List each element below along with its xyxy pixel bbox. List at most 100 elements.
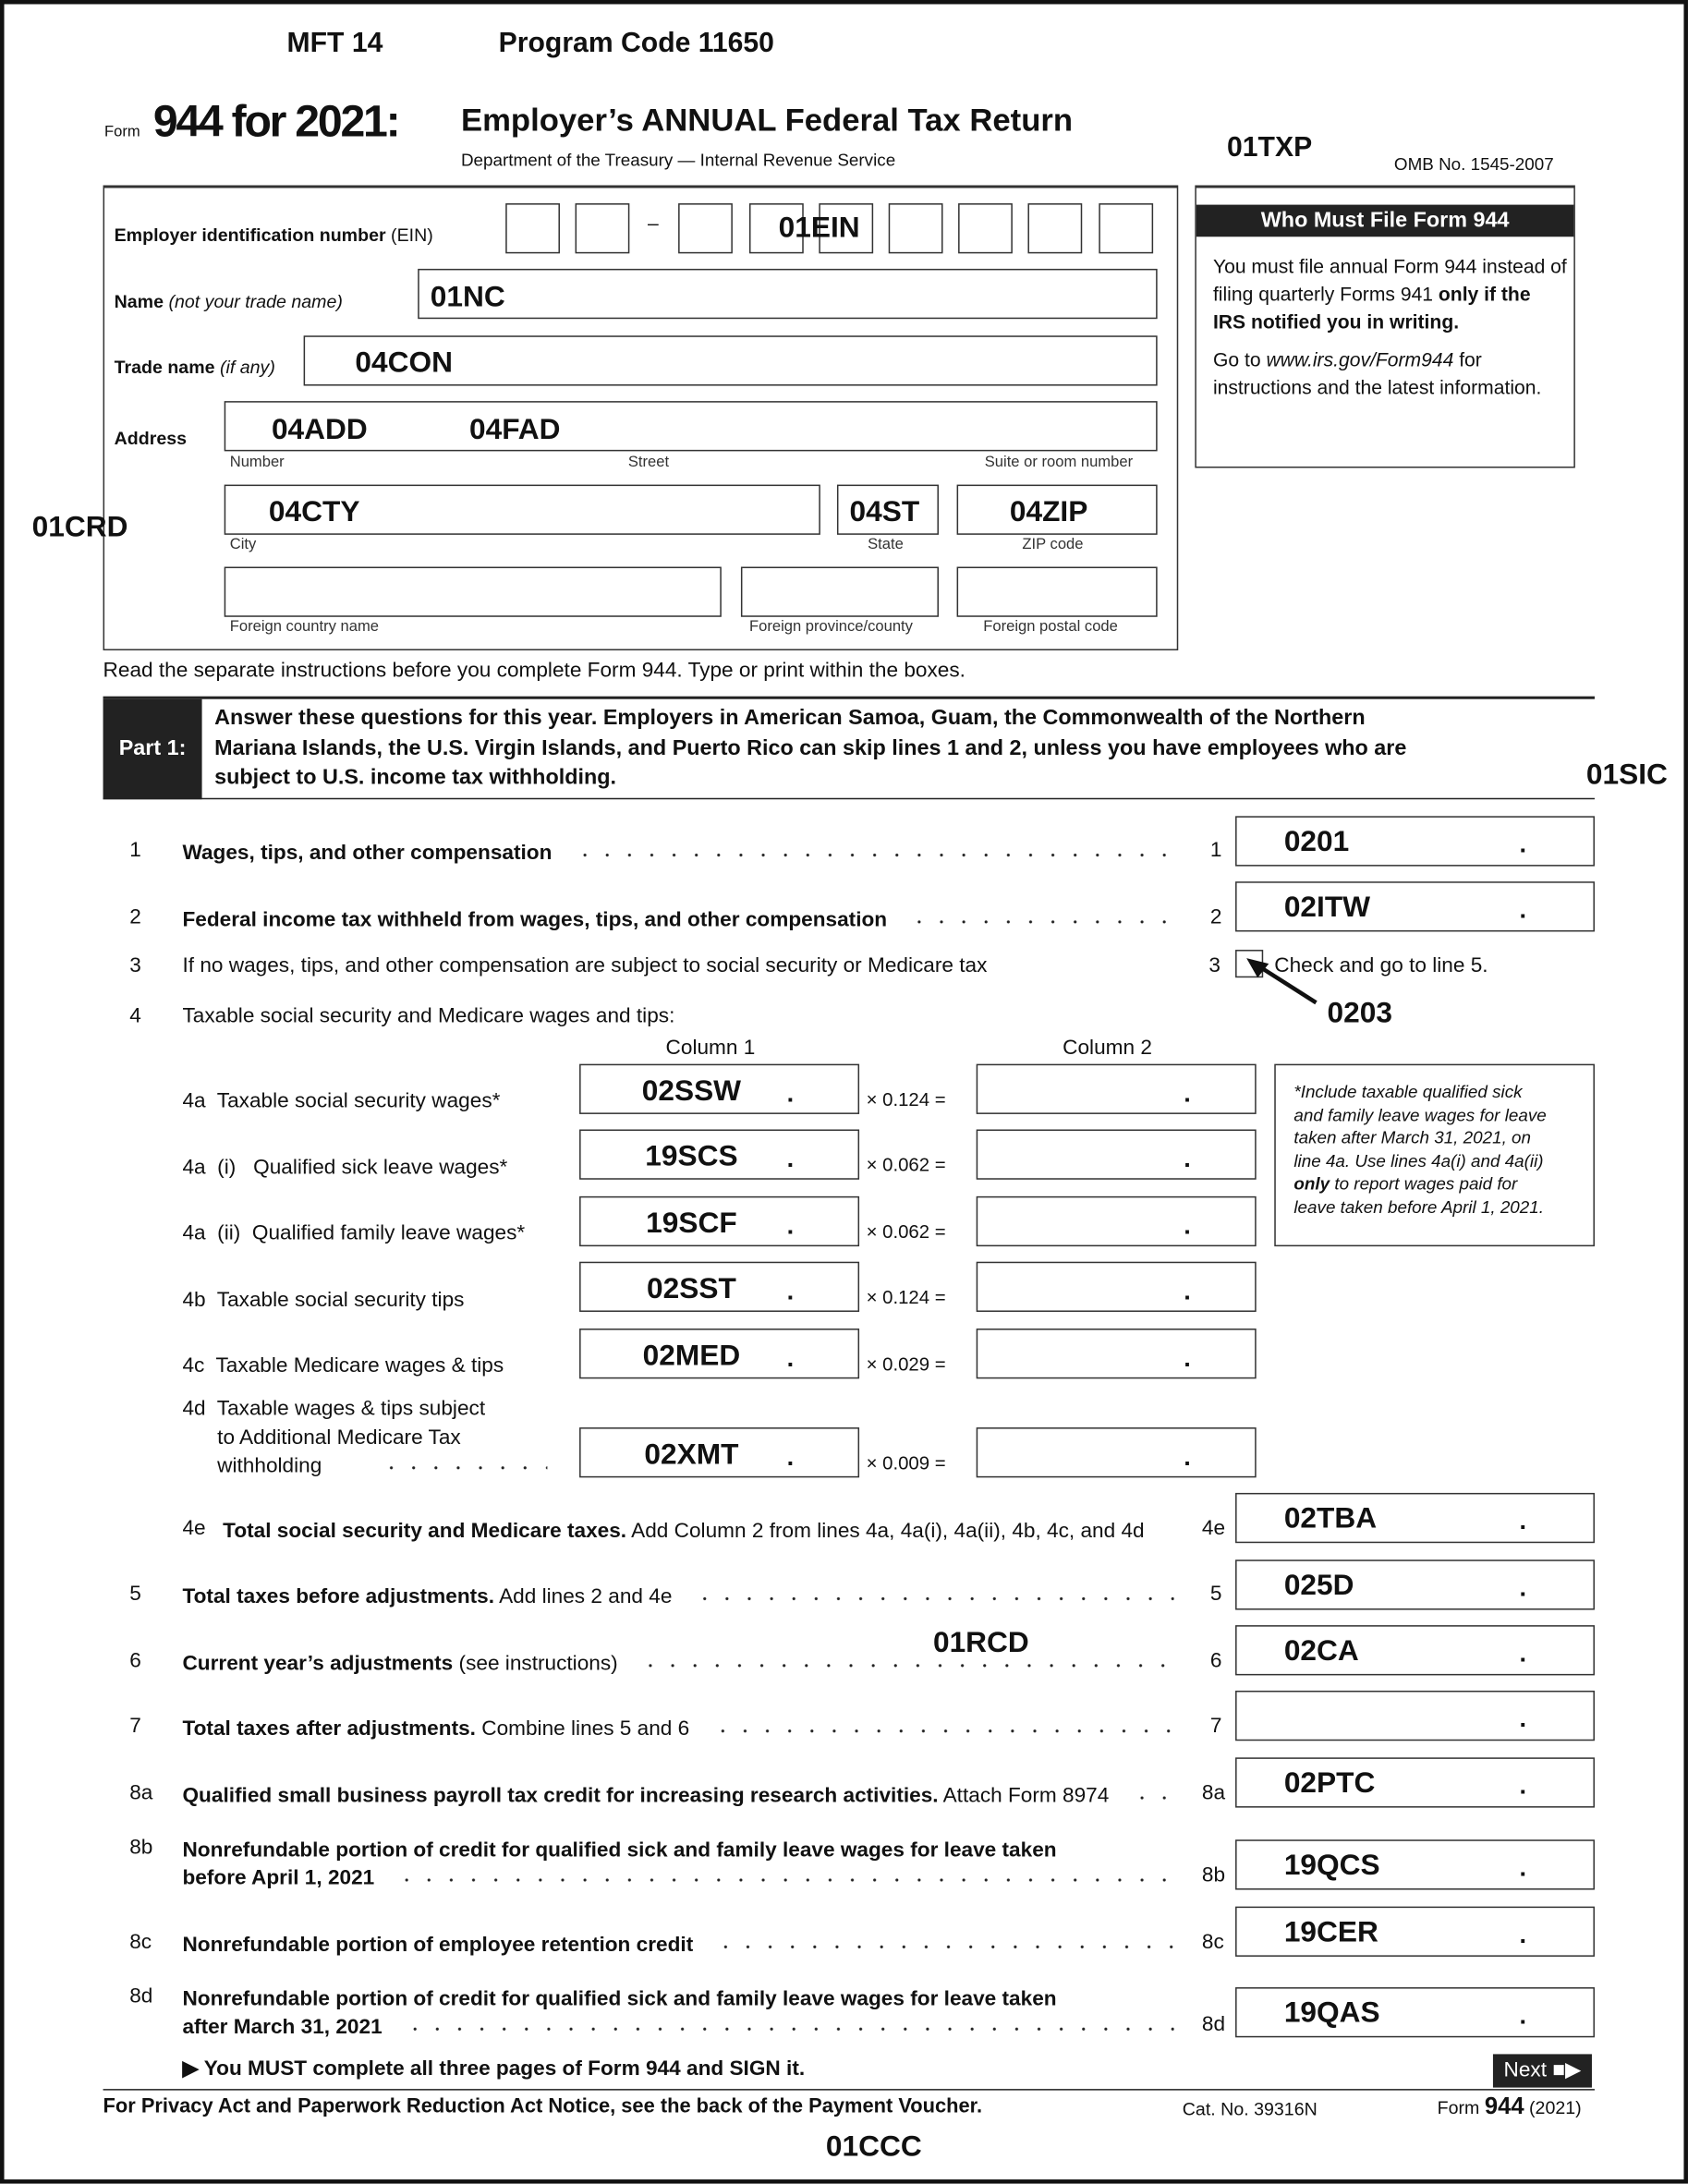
line-ref-label: 5 (1209, 1582, 1222, 1607)
column-2-amount-field[interactable]: . (976, 1063, 1257, 1114)
decimal-point: . (786, 1211, 795, 1240)
trade-name-field[interactable]: 04CON (303, 335, 1158, 386)
column-1-amount-field[interactable]: 19SCF. (579, 1195, 860, 1247)
line-number: 8b (129, 1835, 153, 1860)
amount-value: 02CA (1283, 1634, 1359, 1668)
line-text: Total taxes before adjustments. Add line… (182, 1583, 672, 1611)
line-ref-label: 2 (1209, 904, 1222, 929)
city-value: 04CTY (268, 495, 360, 528)
foreign-country-field[interactable] (224, 566, 722, 617)
dot-leader (404, 2026, 1174, 2032)
line-2-amount-field[interactable]: 02ITW. (1235, 881, 1595, 932)
multiplier-text: × 0.029 = (866, 1353, 946, 1375)
line-5-amount-field[interactable]: 025D. (1235, 1559, 1595, 1610)
line-ref-label: 8c (1201, 1930, 1224, 1954)
form-title: Employer’s ANNUAL Federal Tax Return (460, 102, 1074, 139)
address-number-value: 04ADD (271, 413, 368, 446)
catalog-number: Cat. No. 39316N (1182, 2098, 1318, 2120)
ein-dash: – (647, 212, 659, 235)
ein-digit-box[interactable] (819, 203, 874, 254)
footnote-line: line 4a. Use lines 4a(i) and 4a(ii) (1293, 1150, 1544, 1171)
part1-top-rule (103, 696, 1595, 699)
line-text-bold: Total taxes after adjustments. (182, 1717, 476, 1741)
decimal-point: . (786, 1145, 795, 1173)
line-ref-label: 7 (1209, 1714, 1222, 1739)
decimal-point: . (1519, 2001, 1527, 2030)
ein-digit-box[interactable] (678, 203, 733, 254)
decimal-point: . (1184, 1211, 1191, 1240)
rcd-code: 01RCD (932, 1626, 1029, 1659)
line-8d-amount-field[interactable]: 19QAS. (1235, 1987, 1595, 2038)
footnote-line: and family leave wages for leave (1293, 1105, 1547, 1125)
ein-digit-box[interactable] (1027, 203, 1083, 254)
column-1-amount-field[interactable]: 02MED. (579, 1329, 860, 1379)
line-text: Wages, tips, and other compensation (182, 840, 552, 868)
column-2-amount-field[interactable]: . (976, 1329, 1257, 1379)
line-ref-label: 8b (1201, 1862, 1226, 1887)
next-button[interactable]: Next ■▶ (1492, 2054, 1592, 2088)
ein-digit-box[interactable] (1099, 203, 1154, 254)
zip-field[interactable]: 04ZIP (956, 484, 1158, 535)
column-1-amount-field[interactable]: 02SST. (579, 1261, 860, 1312)
instructions-text: Read the separate instructions before yo… (103, 659, 965, 683)
number-sublabel: Number (229, 454, 285, 471)
dot-leader (1165, 1530, 1174, 1536)
line-text-normal: (see instructions) (453, 1651, 618, 1676)
name-field[interactable]: 01NC (418, 268, 1158, 320)
line-7-amount-field[interactable]: . (1235, 1690, 1595, 1741)
line-6-amount-field[interactable]: 02CA. (1235, 1625, 1595, 1676)
line-8b-amount-field[interactable]: 19QCS. (1235, 1839, 1595, 1890)
line-8c-amount-field[interactable]: 19CER. (1235, 1906, 1595, 1957)
line-8a-amount-field[interactable]: 02PTC. (1235, 1757, 1595, 1808)
line-4e-amount-field[interactable]: 02TBA. (1235, 1492, 1595, 1544)
label-part: 4b Taxable social security tips (182, 1288, 465, 1312)
amount-value: 19QAS (1283, 1996, 1380, 2030)
column-1-amount-field[interactable]: 19SCS. (579, 1129, 860, 1180)
decimal-point: . (786, 1343, 795, 1372)
foreign-postal-field[interactable] (956, 566, 1158, 617)
address-field[interactable]: 04ADD 04FAD (224, 401, 1158, 452)
multiplier-text: × 0.124 = (866, 1088, 946, 1110)
line-text-bold: Federal income tax withheld from wages, … (182, 907, 888, 932)
column-1-amount-field[interactable]: 02XMT. (579, 1427, 860, 1478)
foreign-province-sublabel: Foreign province/county (748, 618, 913, 636)
column-1-value: 19SCS (645, 1140, 738, 1173)
decimal-point: . (1519, 1507, 1527, 1535)
ein-digit-box[interactable] (575, 203, 630, 254)
dot-leader (714, 1944, 1174, 1950)
column-1-amount-field[interactable]: 02SSW. (579, 1063, 860, 1114)
column-2-amount-field[interactable]: . (976, 1427, 1257, 1478)
decimal-point: . (1184, 1145, 1191, 1173)
footnote-line: leave taken before April 1, 2021. (1293, 1196, 1544, 1217)
dot-leader (380, 1464, 548, 1471)
line-ref-label: 6 (1209, 1648, 1222, 1673)
column-2-amount-field[interactable]: . (976, 1129, 1257, 1180)
ein-digit-box[interactable] (505, 203, 560, 254)
column-2-amount-field[interactable]: . (976, 1261, 1257, 1312)
address-label: Address (114, 427, 188, 449)
arrow-icon (1246, 958, 1318, 1005)
city-field[interactable]: 04CTY (224, 484, 820, 535)
line-1-amount-field[interactable]: 0201. (1235, 816, 1595, 867)
ein-digit-box[interactable] (958, 203, 1013, 254)
footnote-box: *Include taxable qualified sick and famil… (1274, 1063, 1595, 1247)
amount-value: 19QCS (1283, 1849, 1380, 1882)
foreign-country-sublabel: Foreign country name (229, 618, 380, 636)
line-3-code: 0203 (1327, 997, 1392, 1029)
decimal-point: . (1184, 1343, 1191, 1372)
dot-leader (395, 1876, 1174, 1884)
ein-digit-box[interactable] (888, 203, 943, 254)
line-text-part: Nonrefundable portion of credit for qual… (182, 1987, 1057, 2011)
column-2-amount-field[interactable]: . (976, 1195, 1257, 1247)
privacy-notice: For Privacy Act and Paperwork Reduction … (103, 2095, 983, 2118)
state-field[interactable]: 04ST (836, 484, 939, 535)
ein-digit-box[interactable] (748, 203, 804, 254)
part1-instruction-line: Mariana Islands, the U.S. Virgin Islands… (214, 735, 1407, 760)
label-part: withholding (182, 1453, 322, 1478)
line-text: Total taxes after adjustments. Combine l… (182, 1716, 689, 1743)
column-1-value: 02XMT (644, 1438, 739, 1471)
irs-link[interactable]: www.irs.gov/Form944 (1266, 347, 1454, 370)
foreign-province-field[interactable] (740, 566, 939, 617)
zip-sublabel: ZIP code (1022, 536, 1084, 553)
state-value: 04ST (849, 495, 920, 528)
